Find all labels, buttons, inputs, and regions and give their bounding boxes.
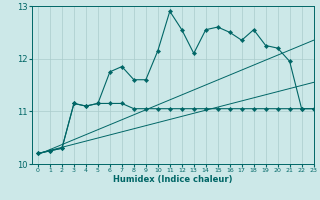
X-axis label: Humidex (Indice chaleur): Humidex (Indice chaleur) xyxy=(113,175,233,184)
